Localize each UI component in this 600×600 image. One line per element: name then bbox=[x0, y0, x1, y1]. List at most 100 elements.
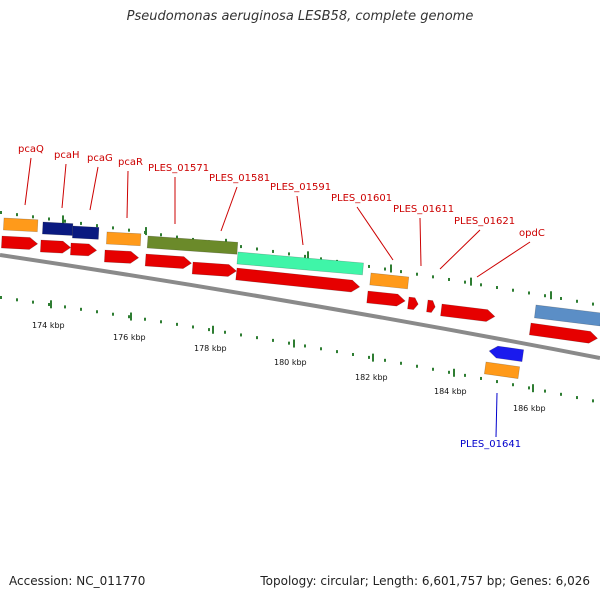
outer-tick bbox=[16, 213, 18, 217]
gene-leader-line bbox=[89, 166, 99, 211]
gene-leader-line bbox=[220, 186, 238, 232]
inner-tick bbox=[176, 322, 178, 326]
inner-tick bbox=[512, 383, 514, 387]
inner-tick bbox=[496, 380, 498, 384]
outer-tick bbox=[320, 257, 322, 261]
cds-arrow bbox=[528, 322, 598, 344]
inner-tick bbox=[128, 315, 130, 319]
outer-tick bbox=[272, 249, 274, 253]
inner-major-tick bbox=[372, 353, 374, 362]
outer-tick bbox=[416, 272, 418, 276]
outer-tick bbox=[384, 267, 386, 271]
inner-major-tick bbox=[453, 368, 455, 377]
inner-tick bbox=[592, 399, 594, 403]
cds-arrow-shape bbox=[104, 249, 140, 264]
outer-tick bbox=[464, 280, 466, 284]
outer-tick bbox=[304, 254, 306, 258]
gene-leader-line bbox=[61, 163, 67, 209]
cds-arrow-shape bbox=[191, 261, 237, 277]
cds-arrow-reverse-shape bbox=[488, 345, 525, 362]
inner-tick bbox=[240, 333, 242, 337]
gene-feature bbox=[483, 361, 521, 379]
inner-tick bbox=[528, 386, 530, 390]
cds-arrow-shape bbox=[235, 267, 361, 293]
inner-tick bbox=[368, 355, 370, 359]
inner-tick bbox=[288, 341, 290, 345]
outer-tick bbox=[528, 291, 530, 295]
gene-feature-shape bbox=[42, 221, 74, 236]
inner-major-tick bbox=[293, 339, 295, 348]
inner-tick bbox=[384, 358, 386, 362]
gene-feature bbox=[3, 217, 39, 233]
outer-tick bbox=[544, 294, 546, 298]
inner-tick bbox=[576, 396, 578, 400]
inner-tick bbox=[32, 300, 34, 304]
inner-tick bbox=[48, 303, 50, 307]
cds-arrow-shape bbox=[407, 296, 419, 310]
scale-label: 180 kbp bbox=[274, 358, 307, 367]
outer-tick bbox=[64, 219, 66, 223]
gene-feature-shape bbox=[369, 272, 410, 290]
scale-label: 182 kbp bbox=[355, 373, 388, 382]
gene-feature-shape bbox=[236, 251, 364, 276]
gene-feature-shape bbox=[106, 231, 142, 247]
accession-label: Accession: NC_011770 bbox=[9, 574, 146, 588]
outer-tick bbox=[112, 226, 114, 230]
scale-label: 174 kbp bbox=[32, 321, 65, 330]
scale-label: 184 kbp bbox=[434, 387, 467, 396]
gene-feature-shape bbox=[534, 304, 600, 327]
scale-label: 178 kbp bbox=[194, 344, 227, 353]
inner-tick bbox=[160, 320, 162, 324]
inner-tick bbox=[0, 296, 2, 299]
outer-major-tick bbox=[550, 291, 552, 300]
gene-leader-line bbox=[126, 170, 129, 219]
genome-summary: Topology: circular; Length: 6,601,757 bp… bbox=[260, 574, 590, 588]
inner-tick bbox=[544, 389, 546, 393]
inner-tick bbox=[464, 373, 466, 377]
inner-major-tick bbox=[130, 312, 132, 321]
outer-tick bbox=[0, 211, 2, 214]
gene-leader-line bbox=[495, 392, 498, 438]
gene-leader-line bbox=[24, 157, 32, 206]
cds-arrow bbox=[104, 249, 140, 264]
inner-tick bbox=[320, 347, 322, 351]
outer-tick bbox=[256, 247, 258, 251]
outer-tick bbox=[592, 302, 594, 306]
outer-tick bbox=[288, 252, 290, 256]
cds-arrow-shape bbox=[144, 253, 192, 269]
gene-label: PLES_01621 bbox=[454, 216, 515, 227]
gene-feature-shape bbox=[72, 225, 100, 240]
cds-arrow-shape bbox=[528, 322, 598, 344]
cds-arrow-shape bbox=[1, 235, 39, 250]
inner-tick bbox=[432, 367, 434, 371]
outer-tick bbox=[512, 288, 514, 292]
gene-feature-shape bbox=[483, 361, 521, 379]
outer-tick bbox=[448, 277, 450, 281]
gene-feature bbox=[42, 221, 74, 236]
outer-tick bbox=[176, 235, 178, 239]
inner-tick bbox=[208, 328, 210, 332]
gene-label: PLES_01581 bbox=[209, 173, 270, 184]
outer-tick bbox=[368, 264, 370, 268]
inner-major-tick bbox=[532, 384, 534, 393]
outer-tick bbox=[432, 275, 434, 279]
gene-label: pcaQ bbox=[18, 144, 44, 155]
gene-leader-line bbox=[419, 217, 422, 267]
gene-feature bbox=[369, 272, 410, 290]
gene-feature bbox=[146, 235, 239, 255]
cds-arrow bbox=[235, 267, 361, 293]
inner-tick bbox=[80, 307, 82, 311]
cds-arrow bbox=[191, 261, 237, 277]
inner-tick bbox=[144, 317, 146, 321]
map-title: Pseudomonas aeruginosa LESB58, complete … bbox=[126, 9, 474, 24]
inner-tick bbox=[400, 361, 402, 365]
outer-tick bbox=[160, 233, 162, 237]
outer-tick bbox=[560, 296, 562, 300]
gene-leader-line bbox=[439, 229, 481, 270]
inner-tick bbox=[96, 310, 98, 314]
outer-tick bbox=[32, 215, 34, 219]
outer-major-tick bbox=[390, 264, 392, 273]
cds-arrow-shape bbox=[366, 290, 406, 307]
cds-arrow bbox=[440, 303, 496, 322]
